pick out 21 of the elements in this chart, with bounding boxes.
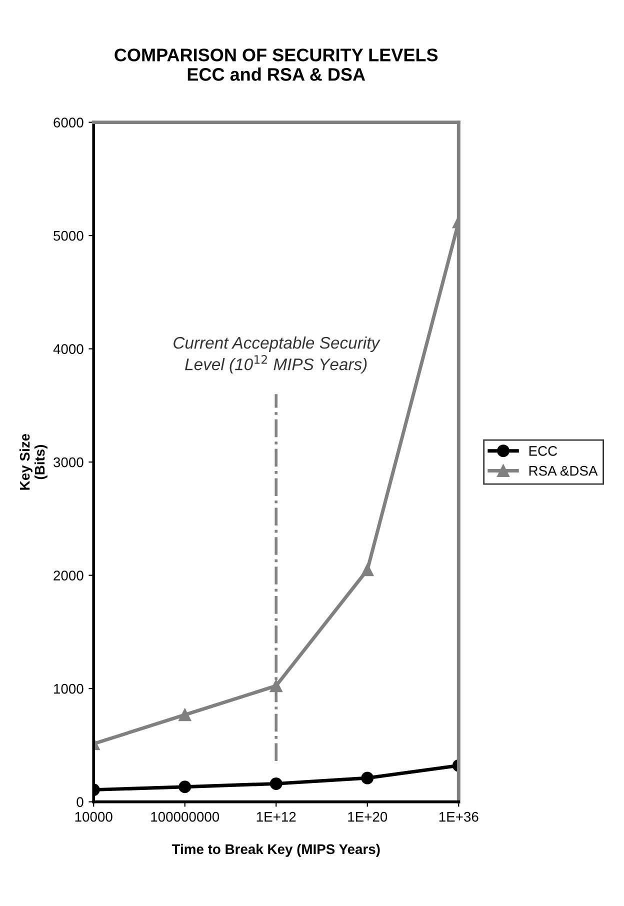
x-tick-label: 100000000 [151,812,220,822]
x-tick-label: 10000 [75,812,112,822]
y-axis-title: Key Size (Bits) [20,434,48,490]
y-tick-label: 3000 [54,457,84,468]
x-tick-label: 1E+20 [348,812,388,822]
y-tick-label: 0 [76,797,84,807]
y-tick-label: 6000 [54,118,84,128]
y-tick-label: 5000 [54,230,84,241]
legend-label: RSA &DSA [529,466,598,476]
point [270,777,282,790]
y-tick-label: 4000 [53,344,84,354]
x-tick-label: 1E+36 [439,812,478,822]
x-axis-title: Time to Break Key (MIPS Years) [172,844,380,857]
point [178,708,192,722]
x-tick-label: 1E+12 [256,812,296,822]
y-tick-label: 2000 [54,570,84,580]
y-tick-label: 1000 [54,684,84,694]
chart-title: COMPARISON OF SECURITY LEVELS ECC and RSA & DSA [114,48,438,81]
legend-label: ECC [529,446,558,456]
point [178,780,192,794]
ref-line-label: Current Acceptable Security Level (10$^{12}$ MIPS Years) [174,336,380,374]
